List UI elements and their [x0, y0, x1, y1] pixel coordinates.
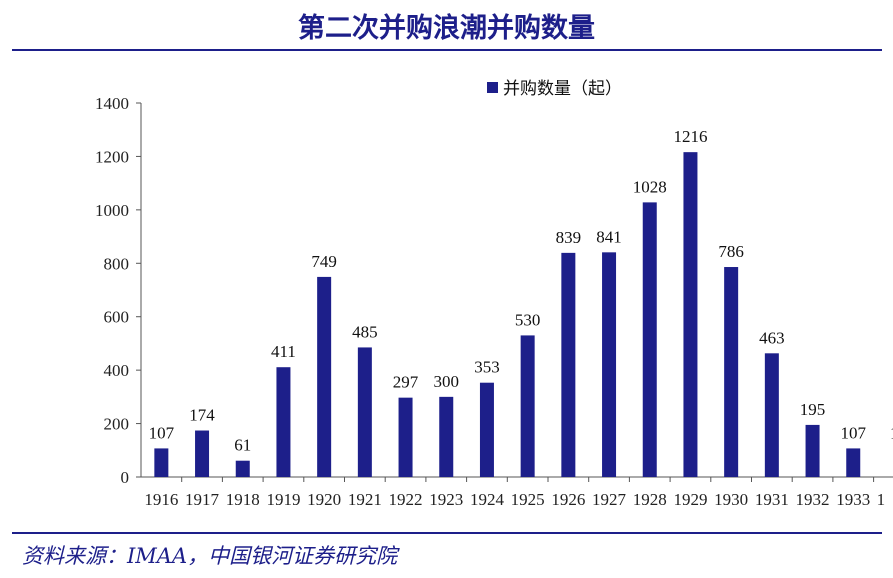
source-note: 资料来源：IMAA，中国银河证券研究院 [22, 544, 398, 568]
x-tick-label-1923: 1923 [429, 490, 463, 509]
data-labels: 107 174 61 411 749 485 297 300 353 530 839 841 1028 1… [149, 127, 893, 455]
x-ticks: 1916 1917 1918 1919 1920 1921 1922 1923 1924 1925… [144, 477, 885, 509]
data-label-1930: 786 [718, 242, 744, 261]
x-tick-label-1933: 1933 [836, 490, 870, 509]
y-tick-label: 1400 [95, 94, 129, 113]
y-tick-label: 400 [104, 361, 130, 380]
x-tick-label-1: 1 [877, 490, 886, 509]
y-tick-label: 800 [104, 254, 130, 273]
bar-1928 [642, 202, 657, 477]
y-tick-label: 200 [104, 415, 130, 434]
y-ticks: 0 200 400 600 800 1000 1200 1400 [95, 94, 141, 487]
bar-1930 [724, 267, 739, 477]
bar-1927 [602, 252, 617, 477]
chart-title: 第二次并购浪潮并购数量 [298, 13, 595, 44]
bar-1919 [276, 367, 291, 477]
x-tick-label-1925: 1925 [511, 490, 545, 509]
x-tick-label-1930: 1930 [714, 490, 748, 509]
bar-1929 [683, 152, 698, 477]
bar-1925 [520, 335, 535, 477]
data-label-1933: 107 [841, 423, 867, 442]
x-tick-label-1929: 1929 [673, 490, 707, 509]
bar-1920 [317, 276, 332, 477]
x-tick-label-1918: 1918 [226, 490, 260, 509]
x-tick-label-1917: 1917 [185, 490, 220, 509]
bar-1926 [561, 252, 576, 477]
bar-1922 [398, 397, 413, 477]
legend: 并购数量（起） [487, 79, 622, 99]
data-label-1924: 353 [474, 358, 500, 377]
x-tick-label-1932: 1932 [796, 490, 830, 509]
data-label-1922: 297 [393, 373, 419, 392]
x-tick-label-1922: 1922 [389, 490, 423, 509]
bar-1921 [357, 347, 372, 477]
bar-1932 [805, 424, 820, 477]
data-label-1923: 300 [434, 372, 460, 391]
bar-1916 [154, 448, 169, 477]
data-label-1916: 107 [149, 423, 175, 442]
data-label-1926: 839 [556, 228, 582, 247]
data-label-1925: 530 [515, 310, 541, 329]
x-tick-label-1921: 1921 [348, 490, 382, 509]
x-tick-label-1924: 1924 [470, 490, 505, 509]
data-label-1929: 1216 [673, 127, 707, 146]
data-label-1918: 61 [234, 436, 251, 455]
data-label-1917: 174 [189, 406, 215, 425]
legend-swatch [487, 82, 498, 93]
bar-1923 [439, 396, 454, 477]
data-label-1920: 749 [311, 252, 337, 271]
data-label-1928: 1028 [633, 177, 667, 196]
data-label-1: 1 [890, 423, 893, 442]
bar-1918 [235, 460, 250, 477]
footer-divider [12, 532, 882, 534]
x-tick-label-1920: 1920 [307, 490, 341, 509]
data-label-1921: 485 [352, 322, 378, 341]
data-label-1932: 195 [800, 400, 826, 419]
x-tick-label-1927: 1927 [592, 490, 627, 509]
legend-label: 并购数量（起） [503, 79, 622, 99]
data-label-1931: 463 [759, 328, 785, 347]
bar-1917 [195, 430, 210, 477]
x-tick-label-1928: 1928 [633, 490, 667, 509]
x-tick-label-1916: 1916 [144, 490, 178, 509]
x-tick-label-1926: 1926 [551, 490, 585, 509]
bars [154, 152, 861, 477]
title-divider [12, 49, 882, 51]
bar-1924 [479, 382, 494, 477]
y-tick-label: 1000 [95, 201, 129, 220]
bar-1933 [846, 448, 861, 477]
y-tick-label: 600 [104, 308, 130, 327]
x-tick-label-1931: 1931 [755, 490, 789, 509]
data-label-1927: 841 [596, 227, 622, 246]
bar-1931 [764, 353, 779, 477]
x-tick-label-1919: 1919 [266, 490, 300, 509]
y-tick-label: 0 [121, 468, 130, 487]
data-label-1919: 411 [271, 342, 296, 361]
y-tick-label: 1200 [95, 147, 129, 166]
